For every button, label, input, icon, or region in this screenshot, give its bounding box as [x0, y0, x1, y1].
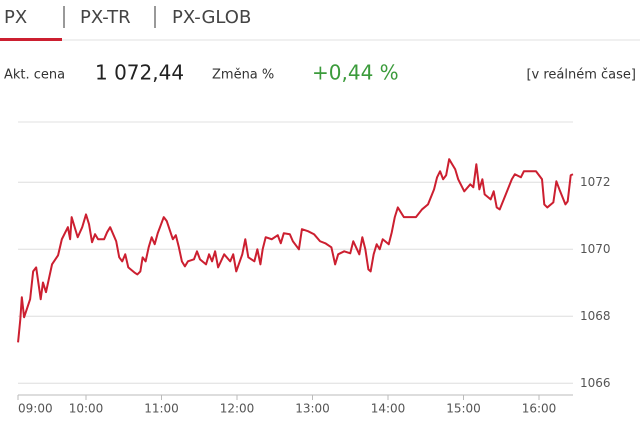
y-tick-label: 1070: [580, 242, 611, 256]
tab[interactable]: PX-GLOB: [172, 7, 251, 28]
price-line: [17, 158, 574, 343]
plot: 1066 1068 1070 1072 09:00 10:00 11:00 12:00 13:0…: [17, 158, 611, 416]
x-tick-label: 11:00: [144, 402, 179, 416]
realtime-note: [v reálném čase]: [526, 68, 636, 83]
y-tick-label: 1068: [580, 309, 611, 323]
x-tick-label: 12:00: [220, 402, 255, 416]
y-tick-label: 1066: [580, 376, 611, 390]
x-tick-label: 14:00: [371, 402, 406, 416]
x-tick-label: 16:00: [522, 402, 557, 416]
x-tick-label: 13:00: [295, 402, 330, 416]
change: +0,44 %: [312, 61, 399, 85]
x-tick-label: 10:00: [69, 402, 104, 416]
tab[interactable]: PX-TR: [80, 7, 131, 28]
price-label: Akt. cena: [4, 68, 65, 83]
change-label: Změna %: [212, 68, 274, 83]
price: 1 072,44: [95, 61, 184, 85]
y-tick-label: 1072: [580, 175, 611, 189]
tab-underline: [0, 38, 62, 41]
x-tick-label: 15:00: [446, 402, 481, 416]
x-tick-label: 09:00: [18, 402, 53, 416]
tab-active[interactable]: PX: [4, 7, 27, 28]
